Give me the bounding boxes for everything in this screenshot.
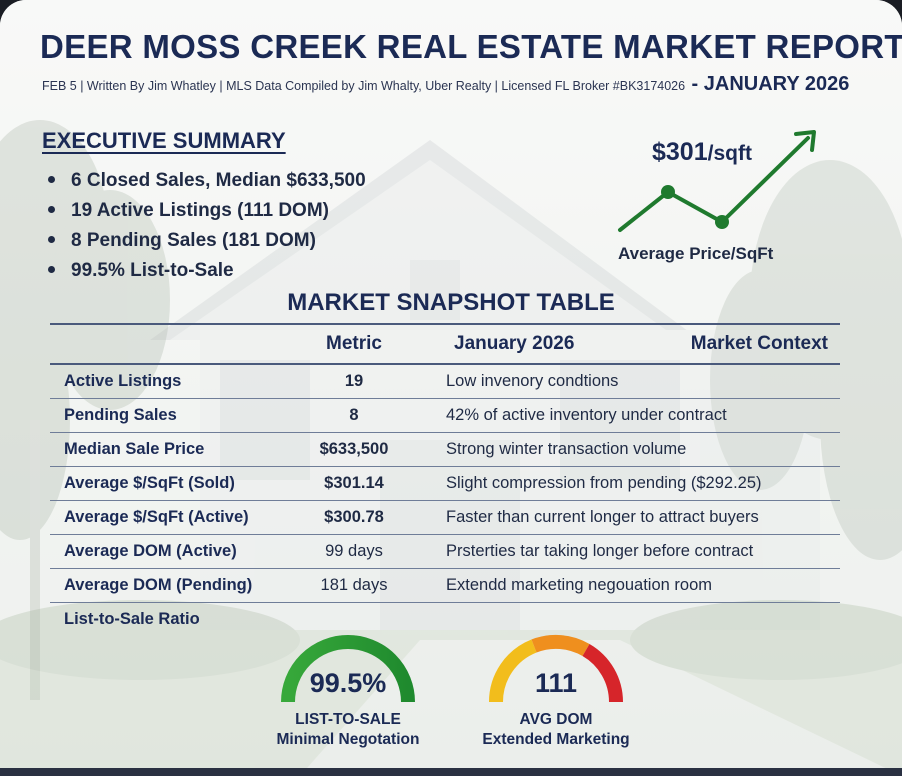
table-row: List-to-Sale Ratio — [50, 603, 840, 637]
table-row: Median Sale Price $633,500 Strong winter… — [50, 432, 840, 467]
byline-text: FEB 5 | Written By Jim Whatley | MLS Dat… — [42, 79, 686, 93]
snapshot-table-title: MARKET SNAPSHOT TABLE — [287, 289, 615, 316]
report-title: DEER MOSS CREEK REAL ESTATE MARKET REPOR… — [40, 28, 902, 65]
table-row: Average DOM (Pending) 181 days Extendd m… — [50, 568, 840, 603]
column-header-metric: Metric — [284, 323, 424, 365]
price-trend-icon — [618, 130, 816, 232]
list-to-sale-gauge: 99.5% LIST-TO-SALE Minimal Negotation — [277, 626, 419, 748]
row-metric: Average $/SqFt (Active) — [50, 500, 284, 535]
column-header-january-2026: January 2026 — [424, 323, 633, 365]
table-row: Pending Sales 8 42% of active inventory … — [50, 398, 840, 433]
column-header-blank — [50, 323, 284, 365]
table-row: Average $/SqFt (Sold) $301.14 Slight com… — [50, 466, 840, 501]
summary-item: 19 Active Listings (111 DOM) — [42, 196, 366, 226]
summary-item: 99.5% List-to-Sale — [42, 256, 366, 286]
row-context: Strong winter transaction volume — [424, 432, 840, 467]
row-context: Faster than current longer to attract bu… — [424, 500, 840, 535]
table-header-row: Metric January 2026 Market Context — [50, 323, 840, 365]
gauge-label-line1: AVG DOM — [519, 711, 593, 728]
row-value: $300.78 — [284, 500, 424, 535]
row-value: 8 — [284, 398, 424, 433]
price-per-sqft-label: Average Price/SqFt — [618, 244, 774, 263]
row-metric: Average $/SqFt (Sold) — [50, 466, 284, 501]
bullet-icon — [48, 175, 55, 183]
report-month: - JANUARY 2026 — [691, 73, 850, 95]
summary-item-text: 6 Closed Sales, Median $633,500 — [71, 170, 366, 191]
gauge-label-line2: Extended Marketing — [482, 731, 630, 748]
row-value: 19 — [284, 364, 424, 399]
table-row: Active Listings 19 Low invenory condtion… — [50, 364, 840, 399]
row-context: Extendd marketing negouation room — [424, 568, 840, 603]
list-to-sale-value: 99.5% — [309, 668, 387, 698]
price-value-text: $301 — [652, 138, 708, 166]
byline: FEB 5 | Written By Jim Whatley | MLS Dat… — [42, 73, 849, 96]
row-context: Prsterties tar taking longer before cont… — [424, 534, 840, 569]
gauge-label-line2: Minimal Negotation — [276, 731, 420, 748]
summary-item-text: 8 Pending Sales (181 DOM) — [71, 230, 316, 251]
row-value: $301.14 — [284, 466, 424, 501]
price-per-sqft-value: $301/sqft — [652, 138, 752, 167]
summary-item-text: 19 Active Listings (111 DOM) — [71, 200, 329, 221]
bullet-icon — [48, 205, 55, 213]
summary-item: 6 Closed Sales, Median $633,500 — [42, 166, 366, 196]
executive-summary-list: 6 Closed Sales, Median $633,500 19 Activ… — [42, 166, 366, 286]
gauge-label-line1: LIST-TO-SALE — [295, 711, 401, 728]
avg-dom-gauge-arc — [488, 634, 624, 703]
summary-item: 8 Pending Sales (181 DOM) — [42, 226, 366, 256]
row-metric: Average DOM (Active) — [50, 534, 284, 569]
avg-dom-label: AVG DOM Extended Marketing — [446, 710, 666, 750]
bottom-strip — [0, 768, 902, 776]
row-metric: Active Listings — [50, 364, 284, 399]
row-metric: Average DOM (Pending) — [50, 568, 284, 603]
row-context: Slight compression from pending ($292.25… — [424, 466, 840, 501]
table-row: Average DOM (Active) 99 days Prsterties … — [50, 534, 840, 569]
list-to-sale-label: LIST-TO-SALE Minimal Negotation — [238, 710, 458, 750]
row-value: 99 days — [284, 534, 424, 569]
avg-dom-gauge: 111 AVG DOM Extended Marketing — [482, 626, 630, 748]
bullet-icon — [48, 265, 55, 273]
row-metric: List-to-Sale Ratio — [64, 610, 200, 628]
row-metric: Median Sale Price — [50, 432, 284, 467]
summary-item-text: 99.5% List-to-Sale — [71, 260, 234, 281]
market-snapshot-table: Metric January 2026 Market Context Activ… — [50, 323, 840, 636]
executive-summary-heading: EXECUTIVE SUMMARY — [42, 128, 286, 153]
row-value: 181 days — [284, 568, 424, 603]
price-unit-text: /sqft — [707, 142, 752, 165]
row-value: $633,500 — [284, 432, 424, 467]
bullet-icon — [48, 235, 55, 243]
avg-dom-value: 111 — [534, 668, 578, 698]
row-context: Low invenory condtions — [424, 364, 840, 399]
row-metric: Pending Sales — [50, 398, 284, 433]
column-header-market-context: Market Context — [632, 323, 840, 365]
list-to-sale-gauge-arc — [281, 635, 415, 703]
table-row: Average $/SqFt (Active) $300.78 Faster t… — [50, 500, 840, 535]
row-context: 42% of active inventory under contract — [424, 398, 840, 433]
